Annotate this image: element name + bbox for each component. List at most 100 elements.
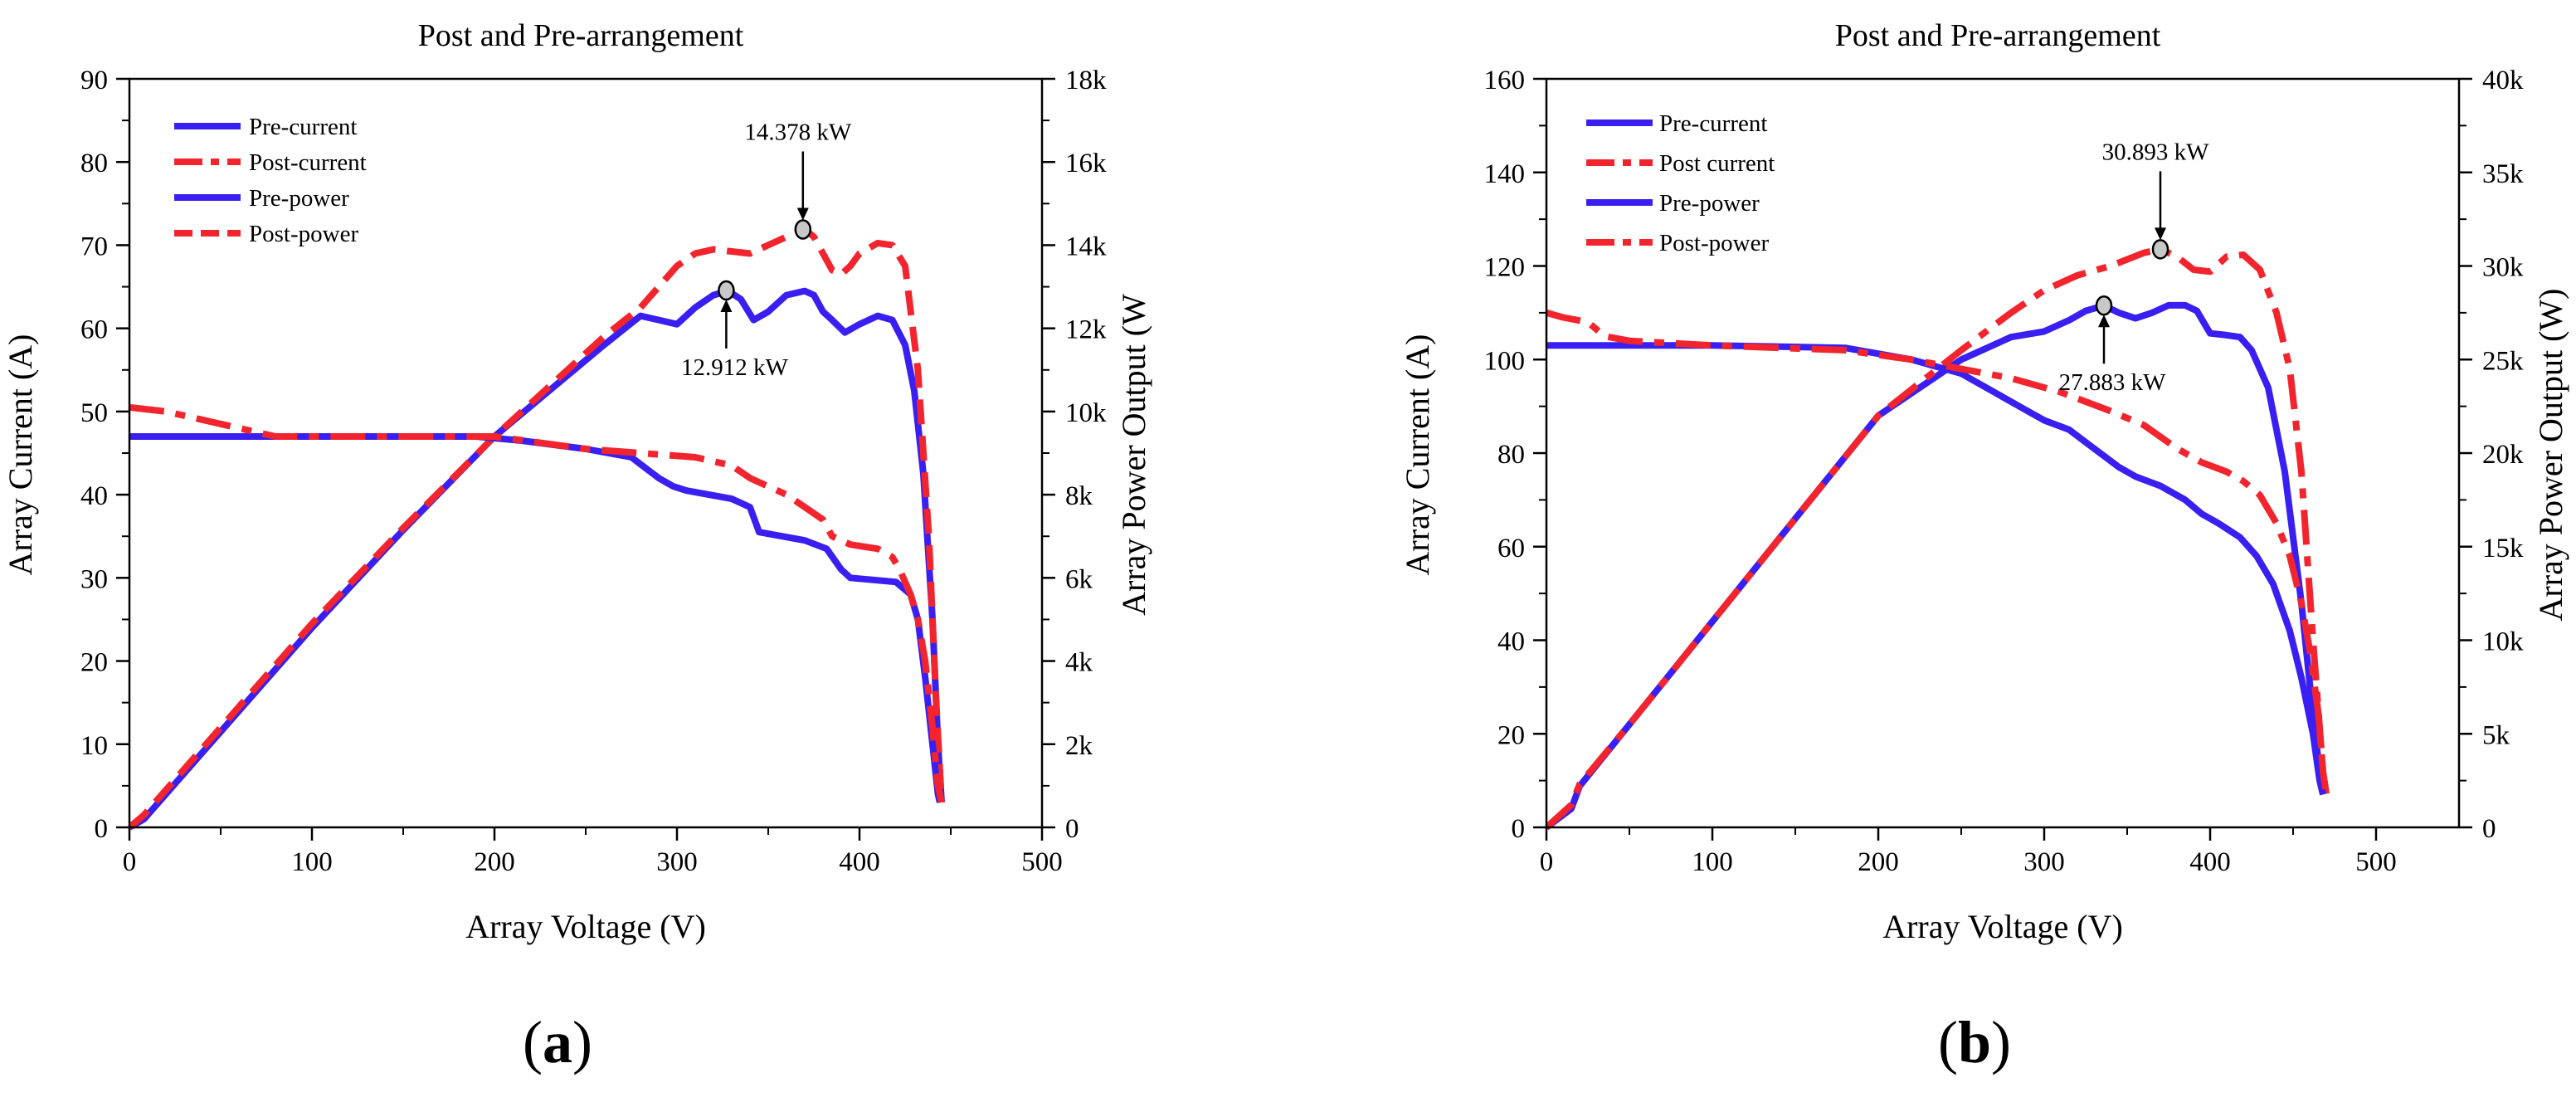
y-tick-label: 40	[1497, 627, 1525, 657]
y-tick-label: 70	[80, 232, 108, 261]
legend-label: Post-power	[249, 221, 358, 247]
panel-label: (a)	[523, 1009, 592, 1075]
y-tick-label: 160	[1484, 66, 1526, 95]
x-tick-label: 400	[839, 847, 880, 877]
y2-tick-label: 6k	[1065, 564, 1093, 594]
x-tick-label: 500	[1021, 847, 1063, 877]
y-tick-label: 40	[80, 481, 108, 511]
series-line-post-current	[1546, 310, 2330, 796]
annotation: 12.912 kW	[681, 280, 789, 381]
panel-label-letter: a	[543, 1009, 572, 1075]
series-group	[1546, 246, 2330, 831]
legend-label: Post current	[1659, 150, 1775, 177]
peak-marker	[2151, 239, 2169, 260]
series-line-post-current	[129, 403, 945, 803]
y-tick-label: 0	[1512, 814, 1526, 844]
panel-label-letter: b	[1958, 1009, 1991, 1075]
annotation-label: 12.912 kW	[681, 354, 789, 381]
y-tick-label: 120	[1484, 253, 1526, 283]
annotation-label: 30.893 kW	[2102, 139, 2210, 165]
y2-tick-label: 2k	[1065, 731, 1093, 761]
series-line-pre-power	[1546, 301, 2326, 831]
series-line-post-power	[129, 226, 945, 831]
x-tick-label: 300	[656, 847, 698, 877]
y2-tick-label: 15k	[2482, 534, 2524, 563]
legend-label: Post-current	[249, 149, 367, 176]
y2-tick-label: 0	[1065, 814, 1079, 844]
y-tick-label: 100	[1484, 346, 1526, 376]
y2-tick-label: 12k	[1065, 315, 1107, 345]
series-line-pre-current	[129, 433, 943, 803]
x-tick-label: 400	[2189, 847, 2231, 877]
annotation-arrow-head	[720, 299, 733, 312]
y2-tick-label: 35k	[2482, 159, 2524, 189]
x-tick-label: 100	[1692, 847, 1733, 877]
y-tick-label: 10	[80, 731, 108, 761]
y-tick-label: 80	[80, 149, 108, 178]
y2-tick-label: 8k	[1065, 481, 1093, 511]
y-axis-label: Array Current (A)	[1399, 334, 1436, 576]
y2-tick-label: 25k	[2482, 346, 2524, 376]
y2-axis-label: Array Power Output (W)	[2532, 289, 2569, 622]
panel-label-close: )	[1991, 1009, 2011, 1075]
x-tick-label: 200	[1858, 847, 1899, 877]
series-line-post-power	[1546, 246, 2330, 830]
y2-tick-label: 10k	[2482, 627, 2524, 657]
x-tick-label: 200	[474, 847, 515, 877]
x-tick-label: 0	[123, 847, 137, 877]
y2-tick-label: 0	[2482, 814, 2496, 844]
y-tick-label: 60	[1497, 534, 1525, 563]
chart-title: Post and Pre-arrangement	[418, 18, 744, 53]
y-tick-label: 30	[80, 564, 108, 594]
annotation: 14.378 kW	[744, 119, 852, 240]
x-tick-label: 0	[1540, 847, 1554, 877]
panel-label-open: (	[523, 1009, 543, 1075]
annotation-arrow-head	[2155, 227, 2166, 241]
peak-marker	[718, 280, 735, 301]
y-tick-label: 50	[80, 398, 108, 428]
annotation-arrow-head	[796, 207, 809, 221]
series-line-pre-current	[1546, 342, 2326, 796]
y-tick-label: 20	[80, 648, 108, 678]
annotation: 30.893 kW	[2102, 139, 2210, 260]
y2-tick-label: 10k	[1065, 398, 1107, 428]
annotation-label: 27.883 kW	[2059, 369, 2167, 396]
series-group	[129, 226, 945, 831]
y-axis-label: Array Current (A)	[2, 334, 39, 576]
legend: Pre-current Post-current Pre-power Post-pow…	[174, 114, 367, 247]
legend-label: Pre-current	[249, 114, 357, 140]
x-tick-label: 300	[2023, 847, 2065, 877]
chart-title: Post and Pre-arrangement	[1835, 18, 2161, 53]
x-axis-label: Array Voltage (V)	[465, 908, 706, 945]
y-tick-label: 90	[80, 66, 108, 95]
y2-axis-label: Array Power Output (W	[1115, 294, 1152, 616]
y2-tick-label: 14k	[1065, 232, 1107, 261]
panel-label-open: (	[1938, 1009, 1958, 1075]
legend-label: Pre-current	[1659, 110, 1767, 137]
legend-label: Post-power	[1659, 230, 1769, 256]
y2-tick-label: 5k	[2482, 720, 2510, 750]
peak-marker	[794, 219, 812, 240]
x-axis-label: Array Voltage (V)	[1882, 908, 2123, 945]
x-tick-label: 500	[2355, 847, 2397, 877]
annotation: 27.883 kW	[2059, 295, 2167, 396]
annotation-label: 14.378 kW	[744, 119, 852, 146]
y2-tick-label: 4k	[1065, 648, 1093, 678]
panel-label: (b)	[1938, 1009, 2011, 1075]
series-line-pre-power	[129, 287, 945, 831]
y2-tick-label: 30k	[2482, 253, 2524, 283]
panel-label-close: )	[572, 1009, 592, 1075]
y2-tick-label: 18k	[1065, 66, 1107, 95]
y-tick-label: 20	[1497, 720, 1525, 750]
annotation-arrow-head	[2098, 315, 2110, 328]
legend-label: Pre-power	[1659, 190, 1760, 217]
x-tick-label: 100	[291, 847, 333, 877]
y-tick-label: 140	[1484, 159, 1526, 189]
y-tick-label: 80	[1497, 440, 1525, 470]
y-tick-label: 0	[95, 814, 109, 844]
peak-marker	[2095, 295, 2113, 316]
